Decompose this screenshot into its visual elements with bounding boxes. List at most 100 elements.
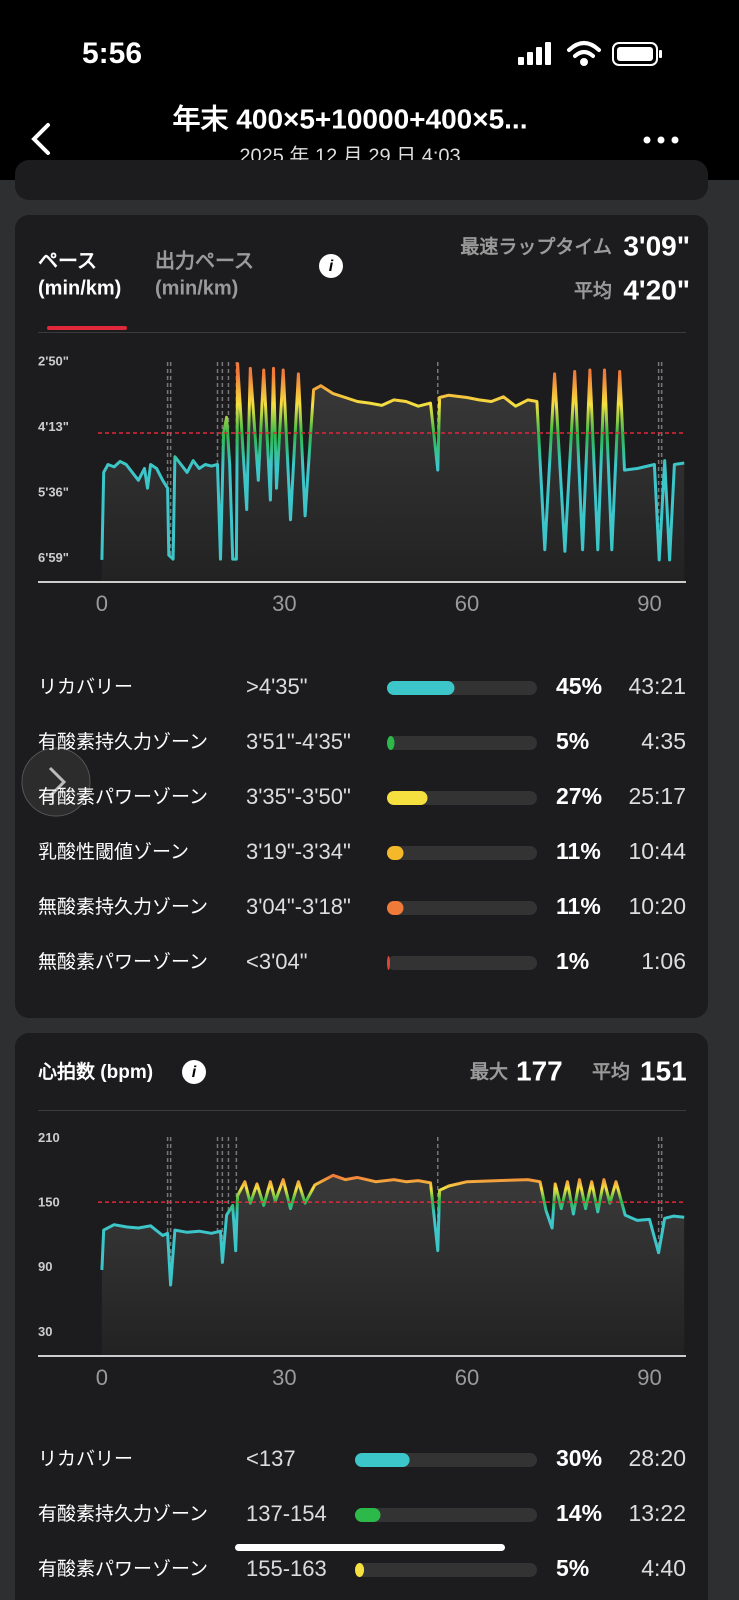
fastest-label: 最速ラップタイム xyxy=(460,235,612,258)
zone-track xyxy=(355,1508,537,1522)
zone-name: 無酸素パワーゾーン xyxy=(38,951,208,973)
x-tick-label: 0 xyxy=(96,1365,108,1390)
zone-name: 有酸素パワーゾーン xyxy=(38,786,208,808)
y-tick-label: 5'36" xyxy=(38,484,69,499)
zone-name: 有酸素持久力ゾーン xyxy=(38,731,208,753)
zone-time: 28:20 xyxy=(628,1445,686,1471)
zone-percent: 1% xyxy=(556,948,589,974)
zone-bar xyxy=(387,846,404,860)
x-tick-label: 60 xyxy=(455,1365,479,1390)
more-button[interactable] xyxy=(643,136,679,144)
home-indicator xyxy=(235,1544,505,1551)
divider xyxy=(38,1110,686,1111)
zone-bar xyxy=(387,956,390,970)
battery-icon xyxy=(612,42,662,66)
zone-name: 有酸素持久力ゾーン xyxy=(38,1503,208,1525)
zone-range: 3'04"-3'18" xyxy=(246,894,351,919)
tab-name[interactable]: ペース xyxy=(38,250,97,272)
zone-time: 4:40 xyxy=(641,1555,686,1581)
zone-bar xyxy=(355,1453,410,1467)
zone-percent: 5% xyxy=(556,728,589,754)
zone-range: <3'04" xyxy=(246,949,308,974)
tab-unit[interactable]: (min/km) xyxy=(155,277,238,299)
area xyxy=(101,363,685,582)
zone-range: 3'35"-3'50" xyxy=(246,784,351,809)
zone-time: 13:22 xyxy=(628,1500,686,1526)
tab-name[interactable]: 出力ペース xyxy=(155,249,254,272)
zone-range: 155-163 xyxy=(246,1556,327,1581)
y-tick-label: 2'50" xyxy=(38,354,69,369)
zone-name: 乳酸性閾値ゾーン xyxy=(38,841,189,863)
zone-name: 有酸素パワーゾーン xyxy=(38,1558,208,1580)
line xyxy=(100,1173,685,1287)
zone-range: 3'19"-3'34" xyxy=(246,839,351,864)
x-tick-label: 60 xyxy=(455,591,479,616)
zone-percent: 5% xyxy=(556,1555,589,1581)
zone-range: 137-154 xyxy=(246,1501,327,1526)
divider xyxy=(38,332,686,333)
hr-title: 心拍数 (bpm) xyxy=(38,1060,153,1083)
zone-bar xyxy=(387,791,428,805)
area xyxy=(101,1175,685,1356)
line xyxy=(100,362,685,562)
svg-text:i: i xyxy=(329,258,334,275)
y-tick-label: 6'59" xyxy=(38,550,69,565)
zone-percent: 27% xyxy=(556,783,602,809)
svg-text:i: i xyxy=(192,1064,197,1081)
zone-bar xyxy=(355,1563,365,1577)
zone-percent: 30% xyxy=(556,1445,602,1471)
zone-time: 10:44 xyxy=(628,838,686,864)
y-tick-label: 210 xyxy=(38,1130,60,1145)
x-tick-label: 90 xyxy=(637,591,661,616)
status-time: 5:56 xyxy=(82,37,142,70)
avg-value: 4'20" xyxy=(623,274,690,305)
zone-range: 3'51"-4'35" xyxy=(246,729,351,754)
zone-percent: 45% xyxy=(556,673,602,699)
x-tick-label: 30 xyxy=(272,591,296,616)
x-tick-label: 90 xyxy=(637,1365,661,1390)
avg-label: 平均 xyxy=(574,279,612,302)
zone-name: リカバリー xyxy=(38,677,133,698)
zone-range: >4'35" xyxy=(246,674,308,699)
zone-bar xyxy=(387,901,404,915)
max-value: 177 xyxy=(516,1055,563,1086)
info-icon[interactable]: i xyxy=(319,254,343,278)
header-title: 年末 400×5+10000+400×5... xyxy=(173,102,528,134)
zone-bar xyxy=(355,1508,381,1522)
zone-name: 無酸素持久力ゾーン xyxy=(38,896,208,918)
zone-time: 4:35 xyxy=(641,728,686,754)
zone-track xyxy=(387,846,537,860)
zone-time: 25:17 xyxy=(628,783,686,809)
back-button[interactable] xyxy=(31,123,50,155)
zone-time: 43:21 xyxy=(628,673,686,699)
y-tick-label: 90 xyxy=(38,1259,52,1274)
zone-bar xyxy=(387,736,395,750)
zone-time: 10:20 xyxy=(628,893,686,919)
wifi-icon xyxy=(567,41,601,66)
y-tick-label: 4'13" xyxy=(38,419,69,434)
avg-value: 151 xyxy=(640,1055,687,1086)
zone-bar xyxy=(387,681,455,695)
tab-unit[interactable]: (min/km) xyxy=(38,277,121,299)
tab-indicator xyxy=(47,326,127,330)
previous-card xyxy=(15,160,708,200)
x-tick-label: 0 xyxy=(96,591,108,616)
zone-track xyxy=(355,1563,537,1577)
zone-percent: 14% xyxy=(556,1500,602,1526)
zone-track xyxy=(387,901,537,915)
info-icon[interactable]: i xyxy=(182,1060,206,1084)
zone-name: リカバリー xyxy=(38,1449,133,1470)
y-tick-label: 30 xyxy=(38,1324,52,1339)
page-arrow[interactable] xyxy=(21,747,91,817)
zone-track xyxy=(387,956,537,970)
zone-track xyxy=(387,736,537,750)
signal-icon xyxy=(518,42,551,65)
y-tick-label: 150 xyxy=(38,1195,60,1210)
x-tick-label: 30 xyxy=(272,1365,296,1390)
header-bar xyxy=(0,0,739,180)
max-label: 最大 xyxy=(470,1060,508,1083)
fastest-value: 3'09" xyxy=(623,230,690,261)
zone-range: <137 xyxy=(246,1446,296,1471)
